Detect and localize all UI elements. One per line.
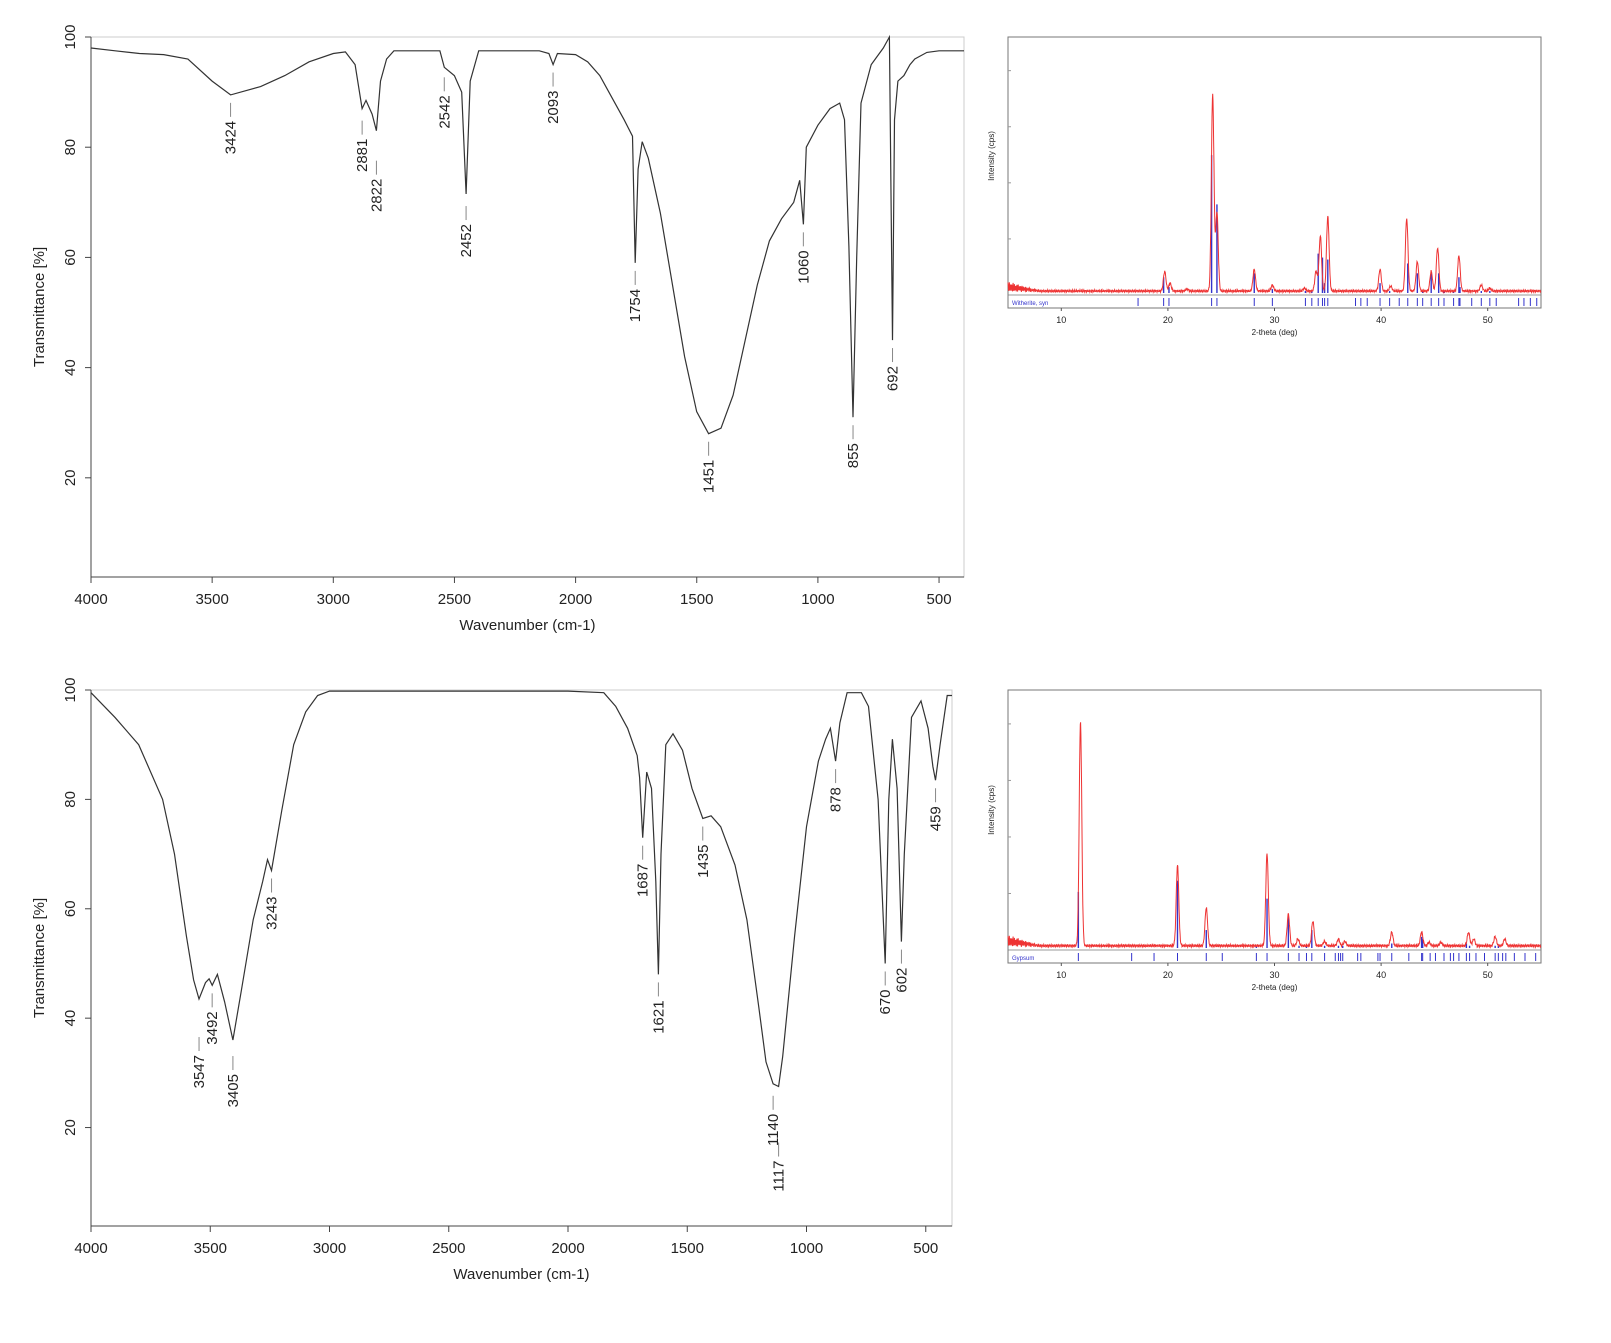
plot-frame <box>90 36 965 578</box>
plot-frame <box>90 689 953 1227</box>
peak-label: 670 <box>877 989 894 1014</box>
y-axis-label: Transmittance [%] <box>31 898 48 1018</box>
spectrum-line <box>90 690 952 1088</box>
peak-label: 1435 <box>695 845 712 878</box>
x-tick-label: 3000 <box>313 1240 346 1257</box>
peak-label: 1140 <box>765 1114 782 1146</box>
peak-label: 3243 <box>264 896 281 929</box>
peak-label: 1754 <box>627 289 644 322</box>
y-axis-label: Intensity (cps) <box>987 785 996 835</box>
peak-label: 602 <box>893 968 910 993</box>
x-tick-label: 1000 <box>801 591 834 608</box>
y-tick-label: 80 <box>62 791 79 808</box>
x-tick-label: 3500 <box>194 1240 227 1257</box>
ir-bottom-chart: 4000 3500 3000 2500 2000 1500 1000 500 20 40 60 80 1… <box>31 677 953 1283</box>
y-tick-label: 40 <box>62 1010 79 1027</box>
y-tick-label: 100 <box>62 24 79 49</box>
peak-label: 1451 <box>701 460 718 493</box>
y-tick-label: 20 <box>62 1119 79 1136</box>
peak-label: 1621 <box>650 1000 667 1033</box>
peak-label: 1117 <box>771 1161 788 1192</box>
x-axis-label: 2-theta (deg) <box>1252 983 1298 992</box>
peak-label: 3547 <box>191 1055 208 1088</box>
x-tick-label: 2000 <box>551 1240 584 1257</box>
xrd-top-chart: 10 20 30 40 50 2-theta (deg) Intensity (cps) Wi… <box>987 36 1542 337</box>
phase-label: Gypsum <box>1012 956 1034 962</box>
x-tick-label: 30 <box>1269 970 1279 980</box>
peak-label: 459 <box>928 806 945 831</box>
peak-label: 692 <box>885 366 902 391</box>
x-tick-label: 40 <box>1376 315 1386 325</box>
y-tick-label: 40 <box>62 359 79 376</box>
x-tick-label: 2500 <box>432 1240 465 1257</box>
peak-label: 2452 <box>458 224 475 257</box>
xrd-bottom-chart: 10 20 30 40 50 2-theta (deg) Intensity (cps) Gy… <box>987 689 1542 992</box>
x-tick-label: 50 <box>1483 970 1493 980</box>
x-axis-label: Wavenumber (cm-1) <box>453 1266 589 1283</box>
x-tick-label: 4000 <box>74 591 107 608</box>
peak-label: 2881 <box>354 139 371 172</box>
ir-top-chart: 4000 3500 3000 2500 2000 1500 1000 500 20 40 60 80 1… <box>31 24 965 634</box>
peak-label: 2542 <box>436 95 453 128</box>
plot-frame <box>1007 689 1542 964</box>
y-axis-label: Intensity (cps) <box>987 131 996 181</box>
peak-label: 2822 <box>368 179 385 212</box>
x-tick-label: 500 <box>913 1240 938 1257</box>
x-tick-label: 2000 <box>559 591 592 608</box>
x-tick-label: 1000 <box>790 1240 823 1257</box>
y-tick-label: 60 <box>62 900 79 917</box>
peak-label: 3492 <box>204 1011 221 1044</box>
x-tick-label: 20 <box>1163 315 1173 325</box>
x-tick-label: 40 <box>1376 970 1386 980</box>
peak-label: 855 <box>845 443 862 468</box>
measured-pattern-line <box>1007 93 1542 295</box>
peak-label: 3405 <box>225 1074 242 1107</box>
x-tick-label: 1500 <box>671 1240 704 1257</box>
x-tick-label: 50 <box>1483 315 1493 325</box>
x-tick-label: 10 <box>1056 315 1066 325</box>
x-tick-label: 1500 <box>680 591 713 608</box>
x-tick-label: 10 <box>1056 970 1066 980</box>
peak-label: 3424 <box>223 121 240 154</box>
measured-pattern-line <box>1007 722 1542 950</box>
x-axis-label: 2-theta (deg) <box>1252 328 1298 337</box>
x-tick-label: 3000 <box>317 591 350 608</box>
peak-label: 878 <box>828 787 845 812</box>
y-axis-label: Transmittance [%] <box>31 247 48 367</box>
x-axis-label: Wavenumber (cm-1) <box>459 617 595 634</box>
x-tick-label: 20 <box>1163 970 1173 980</box>
x-tick-label: 500 <box>927 591 952 608</box>
plot-frame <box>1007 36 1542 309</box>
phase-label: Witherite, syn <box>1012 301 1048 307</box>
x-tick-label: 30 <box>1269 315 1279 325</box>
x-tick-label: 3500 <box>195 591 228 608</box>
peak-label: 2093 <box>545 91 562 124</box>
peak-label: 1687 <box>635 864 652 897</box>
y-tick-label: 100 <box>62 677 79 702</box>
y-tick-label: 20 <box>62 469 79 486</box>
y-tick-label: 80 <box>62 139 79 156</box>
y-tick-label: 60 <box>62 249 79 266</box>
x-tick-label: 4000 <box>74 1240 107 1257</box>
x-tick-label: 2500 <box>438 591 471 608</box>
peak-label: 1060 <box>795 250 812 283</box>
spectrum-line <box>90 34 964 435</box>
